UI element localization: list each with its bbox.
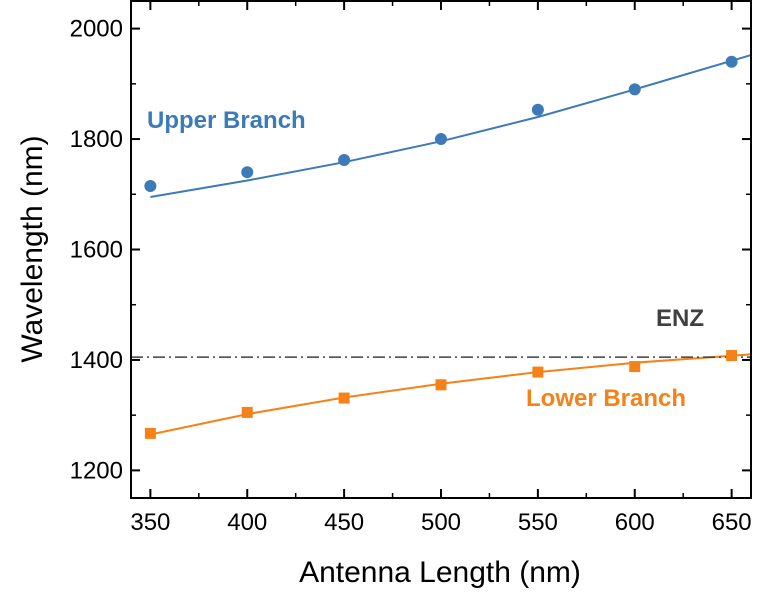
x-tick-label: 650 — [712, 509, 752, 536]
lower-branch-point — [241, 406, 253, 418]
y-tick-label: 2000 — [70, 16, 123, 43]
x-tick-label: 450 — [324, 509, 364, 536]
x-axis-label: Antenna Length (nm) — [299, 556, 581, 589]
upper-branch-point — [241, 166, 254, 179]
upper-branch-point — [725, 55, 738, 68]
lower-branch-point — [435, 379, 447, 391]
upper-branch-point — [435, 133, 447, 146]
data-points — [144, 55, 738, 439]
upper-branch-point — [628, 83, 641, 96]
tick-labels: 350 400 450 500 550 600 650 1200 1400 1600 1800 200… — [70, 16, 752, 536]
upper-branch-point — [144, 179, 157, 192]
y-tick-label: 1200 — [70, 457, 123, 484]
y-axis-label: Wavelength (nm) — [16, 135, 49, 362]
y-tick-label: 1400 — [70, 347, 123, 374]
lower-branch-annotation: Lower Branch — [526, 385, 686, 412]
enz-annotation: ENZ — [656, 305, 704, 332]
upper-branch-annotation: Upper Branch — [147, 107, 306, 134]
x-tick-label: 400 — [227, 509, 267, 536]
x-tick-label: 600 — [615, 509, 655, 536]
x-tick-label: 550 — [518, 509, 558, 536]
lower-branch-point — [144, 427, 156, 439]
plot-frame — [130, 0, 752, 499]
upper-branch-point — [338, 154, 351, 167]
x-tick-label: 500 — [421, 509, 461, 536]
upper-branch-point — [531, 103, 544, 116]
x-tick-label: 350 — [130, 509, 170, 536]
y-tick-label: 1800 — [70, 126, 123, 153]
lower-branch-point — [532, 366, 544, 378]
axis-ticks — [131, 1, 751, 498]
lower-branch-point — [338, 392, 350, 404]
lower-branch-point — [726, 350, 738, 362]
lower-branch-point — [629, 361, 641, 373]
y-tick-label: 1600 — [70, 237, 123, 264]
